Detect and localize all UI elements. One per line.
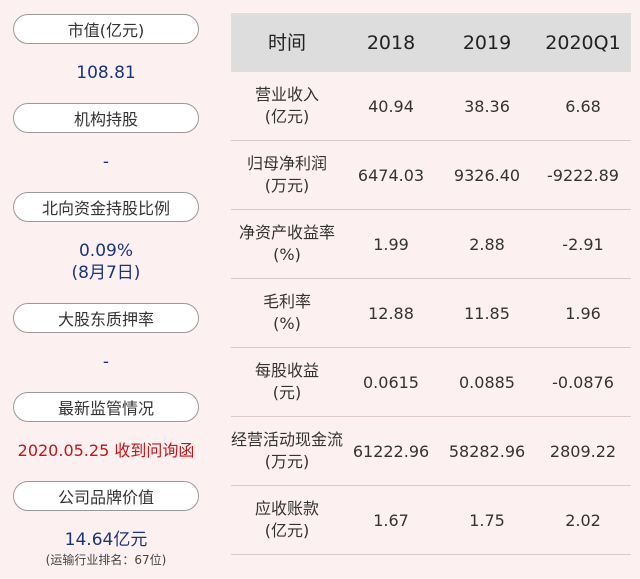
cell-value: 58282.96 [448,441,526,461]
regulatory-status-value: 2020.05.25 收到问询函 [17,441,195,460]
table-row: 净资产收益率 (%) 1.99 2.88 -2.91 [231,210,631,279]
row-label: 净资产收益率 (%) [231,222,343,266]
pledge-ratio-value: - [102,352,110,372]
row-label: 经营活动现金流 (万元) [231,429,343,473]
row-label-name: 毛利率 [262,292,311,311]
table-header-row: 时间 2018 2019 2020Q1 [231,13,631,72]
cell-value: 0.0615 [363,372,419,392]
cell-value: 2.02 [565,510,601,530]
cell-value: 6474.03 [357,165,425,185]
row-label-name: 应收账款 [254,499,319,518]
cell-value: 1.75 [469,510,505,530]
row-label-unit: (亿元) [264,521,310,540]
row-label: 营业收入 (亿元) [231,84,343,128]
row-label-unit: (元) [272,383,302,402]
brand-value-rank-note: (运输行业排名：67位) [45,553,167,567]
table-row: 应收账款 (亿元) 1.67 1.75 2.02 [231,486,631,555]
cell-value: 1.99 [373,234,409,254]
row-label-name: 每股收益 [254,361,319,380]
row-label-name: 经营活动现金流 [231,430,344,449]
cell-value: 11.85 [464,303,510,323]
stock-summary-panel: 市值(亿元) 108.81 机构持股 - 北向资金持股比例 0.09% (8月7… [0,0,220,579]
row-label: 每股收益 (元) [231,360,343,404]
cell-value: 6.68 [565,96,601,116]
market-cap-label: 市值(亿元) [13,14,199,44]
row-label-name: 归母净利润 [246,154,327,173]
row-label-unit: (%) [273,314,301,333]
cell-value: 2.88 [469,234,505,254]
cell-value: 40.94 [368,96,414,116]
table-row: 营业收入 (亿元) 40.94 38.36 6.68 [231,72,631,141]
northbound-holding-value: 0.09% [78,241,133,261]
row-label-name: 营业收入 [254,85,319,104]
institutional-holding-value: - [102,152,110,172]
row-label-unit: (亿元) [264,107,310,126]
institutional-holding-label: 机构持股 [13,103,199,133]
header-2018: 2018 [366,31,416,54]
row-label-unit: (%) [273,245,301,264]
row-label: 毛利率 (%) [231,291,343,335]
market-cap-value: 108.81 [76,63,136,83]
cell-value: 1.67 [373,510,409,530]
cell-value: 38.36 [464,96,510,116]
header-2019: 2019 [462,31,512,54]
brand-value-label: 公司品牌价值 [13,481,199,511]
cell-value: -2.91 [562,234,604,254]
header-period: 时间 [267,31,306,54]
cell-value: 9326.40 [453,165,521,185]
cell-value: 2809.22 [549,441,617,461]
cell-value: -9222.89 [547,165,619,185]
cell-value: 12.88 [368,303,414,323]
row-label-unit: (万元) [264,452,310,471]
table-row: 经营活动现金流 (万元) 61222.96 58282.96 2809.22 [231,417,631,486]
row-label-name: 净资产收益率 [238,223,335,242]
row-label: 归母净利润 (万元) [231,153,343,197]
pledge-ratio-label: 大股东质押率 [13,303,199,333]
cell-value: 61222.96 [352,441,430,461]
brand-value-value: 14.64亿元 [64,530,148,550]
cell-value: 1.96 [565,303,601,323]
table-row: 归母净利润 (万元) 6474.03 9326.40 -9222.89 [231,141,631,210]
regulatory-status-label: 最新监管情况 [13,392,199,422]
northbound-holding-date: (8月7日) [71,263,141,283]
header-2020q1: 2020Q1 [545,31,621,54]
financial-table: 时间 2018 2019 2020Q1 营业收入 (亿元) 40.94 38.36… [231,13,631,555]
cell-value: -0.0876 [552,372,614,392]
row-label-unit: (万元) [264,176,310,195]
table-row: 毛利率 (%) 12.88 11.85 1.96 [231,279,631,348]
row-label: 应收账款 (亿元) [231,498,343,542]
cell-value: 0.0885 [459,372,515,392]
northbound-holding-label: 北向资金持股比例 [13,192,199,222]
table-row: 每股收益 (元) 0.0615 0.0885 -0.0876 [231,348,631,417]
